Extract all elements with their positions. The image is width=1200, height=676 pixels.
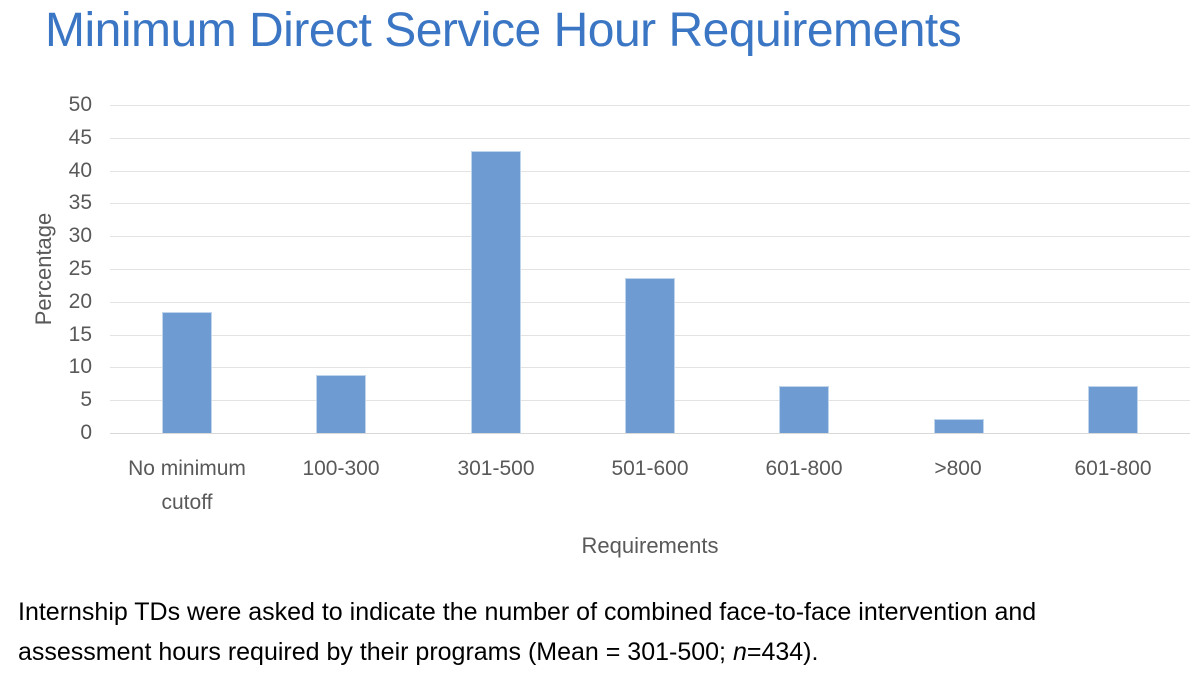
gridline bbox=[110, 138, 1190, 139]
caption-n-italic: n bbox=[732, 638, 747, 666]
caption: Internship TDs were asked to indicate th… bbox=[18, 592, 1188, 672]
caption-line-2: assessment hours required by their progr… bbox=[18, 632, 1188, 672]
x-tick-label: 501-600 bbox=[611, 457, 689, 480]
bar bbox=[779, 386, 829, 433]
x-tick-label: 100-300 bbox=[302, 457, 380, 480]
gridline bbox=[110, 105, 1190, 106]
caption-line-1: Internship TDs were asked to indicate th… bbox=[18, 598, 1037, 626]
gridline bbox=[110, 433, 1190, 434]
y-tick-label: 45 bbox=[68, 126, 92, 149]
bar bbox=[1088, 386, 1138, 433]
y-tick-label: 30 bbox=[68, 224, 92, 247]
y-tick-label: 50 bbox=[68, 93, 92, 116]
bar-chart: 0 5 10 15 20 25 30 35 40 45 50 No minimum cutoff 100… bbox=[31, 93, 1190, 558]
x-tick-label: 601-800 bbox=[765, 457, 843, 480]
y-tick-label: 35 bbox=[68, 191, 92, 214]
y-tick-label: 40 bbox=[68, 159, 92, 182]
gridline bbox=[110, 269, 1190, 270]
bar bbox=[471, 151, 521, 433]
x-tick-label: >800 bbox=[934, 457, 982, 480]
bar bbox=[625, 278, 675, 433]
gridline bbox=[110, 203, 1190, 204]
bar bbox=[934, 419, 984, 433]
gridline bbox=[110, 171, 1190, 172]
bar bbox=[162, 312, 212, 433]
x-axis-title: Requirements bbox=[581, 533, 719, 558]
x-tick-label: 301-500 bbox=[457, 457, 535, 480]
y-tick-label: 0 bbox=[80, 421, 92, 444]
x-tick-label: 601-800 bbox=[1074, 457, 1152, 480]
caption-line-2-text: assessment hours required by their progr… bbox=[18, 638, 733, 666]
page-title: Minimum Direct Service Hour Requirements bbox=[45, 4, 962, 57]
y-tick-label: 25 bbox=[68, 257, 92, 280]
y-axis-title: Percentage bbox=[31, 212, 56, 326]
y-tick-label: 15 bbox=[68, 323, 92, 346]
bar bbox=[316, 375, 366, 433]
gridline bbox=[110, 236, 1190, 237]
y-tick-label: 10 bbox=[68, 355, 92, 378]
x-tick-label: No minimum cutoff bbox=[128, 457, 246, 514]
y-tick-label: 5 bbox=[80, 388, 92, 411]
caption-line-2-end: =434). bbox=[746, 638, 819, 666]
y-tick-label: 20 bbox=[68, 290, 92, 313]
